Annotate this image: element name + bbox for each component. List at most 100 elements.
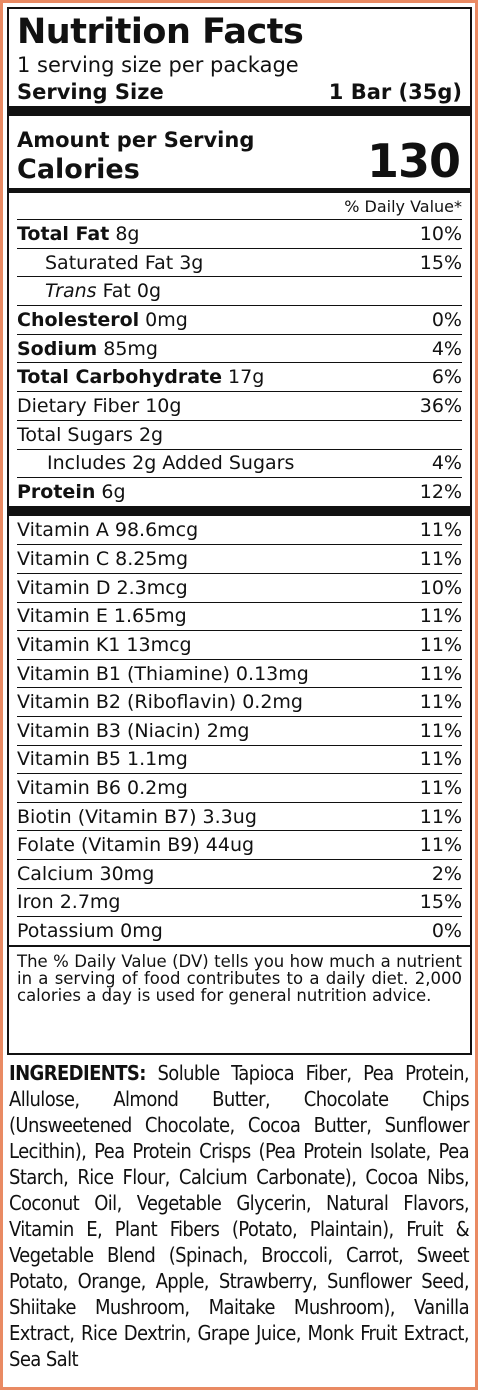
- vitamin-name: Vitamin C 8.25mg: [17, 548, 188, 571]
- vitamin-row: Vitamin E 1.65mg 11%: [17, 601, 462, 631]
- vitamin-row: Vitamin B6 0.2mg 11%: [17, 773, 462, 802]
- vitamin-name: Vitamin D 2.3mcg: [17, 576, 188, 599]
- nutrient-name: Cholesterol: [17, 308, 140, 331]
- vitamin-row: Potassium 0mg 0%: [17, 916, 462, 945]
- vitamin-dv: 11%: [419, 719, 462, 742]
- vitamin-dv: 11%: [419, 519, 462, 542]
- nutrient-dv: 15%: [419, 251, 462, 274]
- vitamin-dv: 11%: [419, 691, 462, 714]
- nutrient-name-italic: Trans: [45, 280, 97, 303]
- ingredients-block: INGREDIENTS: Soluble Tapioca Fiber, Pea …: [9, 1060, 470, 1372]
- vitamin-name: Vitamin E 1.65mg: [17, 605, 187, 628]
- thick-divider: [9, 106, 470, 116]
- nutrient-amount: 8g: [109, 222, 140, 245]
- ingredients-text: Soluble Tapioca Fiber, Pea Protein, Allu…: [9, 1061, 470, 1371]
- vitamin-dv: 15%: [419, 891, 462, 914]
- nutrient-row-total-sugars: Total Sugars 2g: [17, 419, 462, 449]
- nutrient-row-protein: Protein 6g 12%: [17, 477, 462, 506]
- serving-size-label: Serving Size: [17, 80, 164, 104]
- vitamin-dv: 0%: [431, 919, 462, 942]
- nutrient-row-cholesterol: Cholesterol 0mg 0%: [17, 305, 462, 334]
- nutrient-name: Includes 2g Added Sugars: [47, 452, 295, 475]
- vitamin-row: Calcium 30mg 2%: [17, 859, 462, 888]
- nutrient-row-added-sugars: Includes 2g Added Sugars 4%: [17, 448, 462, 478]
- nutrient-row-total-fat: Total Fat 8g 10%: [17, 219, 462, 248]
- vitamin-name: Vitamin B3 (Niacin) 2mg: [17, 719, 250, 742]
- vitamin-name: Biotin (Vitamin B7) 3.3ug: [17, 805, 257, 828]
- vitamin-dv: 11%: [419, 634, 462, 657]
- nutrient-name: Fat 0g: [96, 280, 162, 303]
- nutrient-dv: 4%: [431, 452, 462, 475]
- nutrient-row-dietary-fiber: Dietary Fiber 10g 36%: [17, 391, 462, 420]
- nutrient-amount: 6g: [95, 481, 126, 504]
- nutrient-name: Total Fat: [17, 222, 110, 245]
- nutrient-dv: 4%: [431, 337, 462, 360]
- vitamin-name: Vitamin B1 (Thiamine) 0.13mg: [17, 662, 309, 685]
- nutrient-name: Sodium: [17, 337, 98, 360]
- vitamin-row: Vitamin B2 (Riboflavin) 0.2mg 11%: [17, 687, 462, 716]
- vitamin-dv: 11%: [419, 605, 462, 628]
- vitamin-dv: 11%: [419, 662, 462, 685]
- nutrient-dv: 6%: [431, 366, 462, 389]
- vitamin-name: Vitamin B5 1.1mg: [17, 748, 188, 771]
- vitamin-row: Vitamin K1 13mcg 11%: [17, 630, 462, 659]
- nutrient-amount: 17g: [221, 366, 265, 389]
- nutrient-name: Total Carbohydrate: [17, 366, 222, 389]
- vitamin-dv: 11%: [419, 834, 462, 857]
- vitamin-name: Vitamin K1 13mcg: [17, 634, 192, 657]
- nutrient-name: Total Sugars 2g: [17, 423, 164, 446]
- nutrient-name: Dietary Fiber 10g: [17, 394, 182, 417]
- daily-value-header: % Daily Value*: [344, 197, 462, 216]
- vitamin-name: Vitamin B6 0.2mg: [17, 777, 188, 800]
- calories-label: Calories: [17, 154, 140, 185]
- vitamin-dv: 11%: [419, 548, 462, 571]
- vitamin-row: Iron 2.7mg 15%: [17, 887, 462, 917]
- daily-value-footnote: The % Daily Value (DV) tells you how muc…: [17, 951, 462, 1005]
- label-title: Nutrition Facts: [17, 12, 304, 52]
- vitamin-dv: 10%: [419, 576, 462, 599]
- vitamin-dv: 2%: [431, 862, 462, 885]
- nutrient-amount: 85mg: [97, 337, 158, 360]
- vitamin-row: Biotin (Vitamin B7) 3.3ug 11%: [17, 801, 462, 831]
- medium-divider: [9, 188, 470, 193]
- vitamin-row: Vitamin A 98.6mcg 11%: [17, 516, 462, 545]
- nutrient-dv: 10%: [419, 222, 462, 245]
- vitamin-list: Vitamin A 98.6mcg 11% Vitamin C 8.25mg 11%…: [17, 516, 462, 945]
- nutrient-row-sodium: Sodium 85mg 4%: [17, 333, 462, 363]
- thick-divider: [9, 505, 470, 516]
- vitamin-row: Folate (Vitamin B9) 44ug 11%: [17, 830, 462, 859]
- vitamin-name: Calcium 30mg: [17, 862, 155, 885]
- vitamin-name: Vitamin A 98.6mcg: [17, 519, 199, 542]
- vitamin-dv: 11%: [419, 805, 462, 828]
- nutrition-facts-panel: Nutrition Facts 1 serving size per packa…: [7, 7, 472, 1055]
- nutrient-name: Saturated Fat 3g: [45, 251, 204, 274]
- vitamin-name: Potassium 0mg: [17, 919, 163, 942]
- serving-size-row: Serving Size 1 Bar (35g): [17, 78, 462, 106]
- nutrient-row-trans-fat: Trans Fat 0g: [17, 276, 462, 305]
- amount-per-serving: Amount per Serving: [17, 128, 255, 152]
- vitamin-name: Vitamin B2 (Riboflavin) 0.2mg: [17, 691, 303, 714]
- serving-size-value: 1 Bar (35g): [328, 80, 462, 104]
- vitamin-row: Vitamin C 8.25mg 11%: [17, 544, 462, 573]
- nutrient-name: Protein: [17, 481, 96, 504]
- nutrient-row-saturated-fat: Saturated Fat 3g 15%: [17, 247, 462, 277]
- vitamin-row: Vitamin B3 (Niacin) 2mg 11%: [17, 716, 462, 745]
- vitamin-name: Folate (Vitamin B9) 44ug: [17, 834, 255, 857]
- footnote-divider: [9, 944, 470, 947]
- vitamin-name: Iron 2.7mg: [17, 891, 121, 914]
- vitamin-row: Vitamin D 2.3mcg 10%: [17, 573, 462, 602]
- servings-per-container: 1 serving size per package: [17, 53, 299, 77]
- nutrient-row-total-carbohydrate: Total Carbohydrate 17g 6%: [17, 362, 462, 391]
- calories-block: Amount per Serving Calories 130: [17, 116, 462, 188]
- nutrient-amount: 0mg: [139, 308, 188, 331]
- vitamin-dv: 11%: [419, 777, 462, 800]
- nutrient-dv: 36%: [419, 394, 462, 417]
- calories-value: 130: [366, 134, 461, 188]
- vitamin-row: Vitamin B5 1.1mg 11%: [17, 744, 462, 774]
- vitamin-dv: 11%: [419, 748, 462, 771]
- vitamin-row: Vitamin B1 (Thiamine) 0.13mg 11%: [17, 658, 462, 688]
- ingredients-label: INGREDIENTS:: [9, 1061, 146, 1085]
- nutrient-list: Total Fat 8g 10% Saturated Fat 3g 15% Tr…: [17, 219, 462, 506]
- nutrient-dv: 12%: [419, 481, 462, 504]
